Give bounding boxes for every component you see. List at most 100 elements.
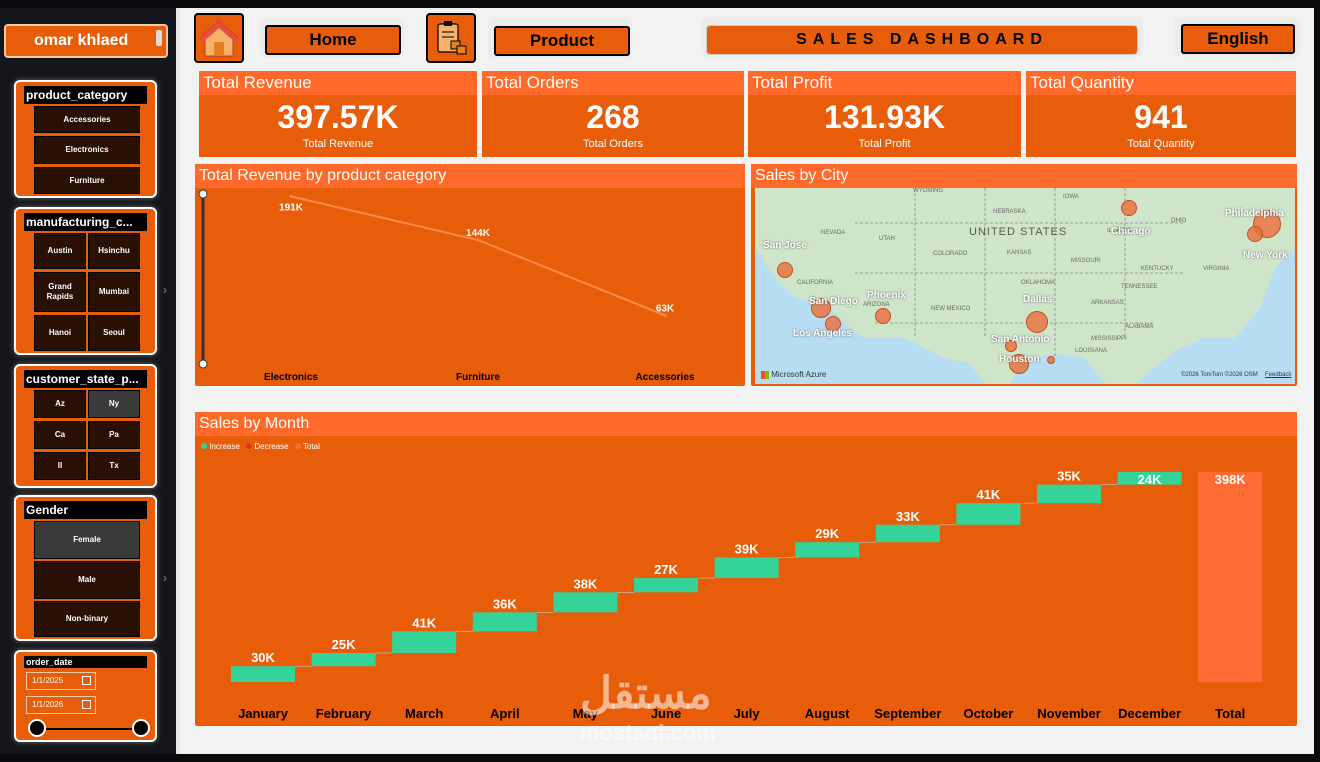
kpi-label: Total Revenue	[302, 138, 374, 150]
waterfall-bar[interactable]	[311, 652, 376, 667]
legend-dot-total	[294, 443, 301, 449]
attribution-text: Microsoft Azure	[771, 370, 827, 379]
zoom-slider-bottom-handle[interactable]	[198, 359, 208, 369]
waterfall-category-label: July	[734, 706, 761, 721]
slicer-item-hsinchu[interactable]: Hsinchu	[88, 233, 140, 269]
revenue-by-category-panel: Total Revenue by product category 191K El…	[194, 163, 746, 387]
city-bubble[interactable]	[875, 308, 891, 324]
slicer-item-electronics[interactable]: Electronics	[34, 136, 140, 164]
waterfall-data-label: 41K	[412, 615, 436, 630]
waterfall-bar[interactable]	[634, 578, 698, 593]
waterfall-data-label: 30K	[251, 650, 275, 665]
city-bubble[interactable]	[825, 316, 841, 332]
slicer-item-accessories[interactable]: Accessories	[34, 106, 140, 133]
user-box-scrollbar[interactable]	[156, 30, 162, 46]
product-button[interactable]: Product	[494, 26, 630, 56]
panel-title: Total Revenue by product category	[195, 164, 745, 188]
slicer-item-male[interactable]: Male	[34, 561, 140, 599]
slicer-item-ca[interactable]: Ca	[34, 421, 86, 449]
slicer-item-ny[interactable]: Ny	[88, 390, 140, 418]
slicer-item-austin[interactable]: Austin	[34, 233, 86, 269]
slicer-item-tx[interactable]: Tx	[88, 452, 140, 480]
user-name: omar khlaed	[34, 32, 129, 49]
watermark-arabic: مستقل	[580, 669, 712, 718]
revenue-point[interactable]	[289, 194, 293, 198]
user-name-box[interactable]: omar khlaed	[4, 24, 168, 58]
slicer-title: order_date	[24, 656, 147, 668]
home-button[interactable]: Home	[265, 25, 401, 55]
canvas-divider	[176, 8, 180, 754]
kpi-total-orders: Total Orders 268 Total Orders	[481, 70, 745, 158]
state-label: ILLINOIS	[1107, 228, 1132, 234]
report-canvas: Home Product SALES DASHBOARD English Tot…	[176, 8, 1314, 754]
city-bubble[interactable]	[1005, 340, 1017, 352]
slicer-item-pa[interactable]: Pa	[88, 421, 140, 449]
waterfall-bar[interactable]	[1117, 472, 1182, 485]
product-icon-button[interactable]	[426, 13, 476, 63]
start-date-input[interactable]: 1/1/2025	[26, 672, 96, 690]
clipboard-boxes-icon	[437, 21, 467, 55]
waterfall-category-label: August	[805, 706, 850, 721]
kpi-total-quantity: Total Quantity 941 Total Quantity	[1025, 70, 1297, 158]
revenue-category-label: Electronics	[264, 372, 318, 383]
state-label: VIRGINIA	[1203, 266, 1230, 272]
city-bubble[interactable]	[811, 298, 831, 318]
waterfall-data-label: 35K	[1057, 469, 1081, 484]
city-label-houston: Houston	[999, 354, 1040, 365]
revenue-data-label: 144K	[466, 228, 491, 239]
slicer-item-furniture[interactable]: Furniture	[34, 167, 140, 194]
slicer-item-grand-rapids[interactable]: Grand Rapids	[34, 272, 86, 312]
slicer-item-non-binary[interactable]: Non-binary	[34, 601, 140, 637]
language-button[interactable]: English	[1181, 24, 1295, 54]
city-bubble[interactable]	[1247, 226, 1263, 242]
sales-map[interactable]: WYOMING NEBRASKA IOWA NEVADA UTAH COLORA…	[755, 188, 1295, 384]
slicer-item-il[interactable]: Il	[34, 452, 86, 480]
date-range-track[interactable]	[36, 728, 142, 730]
state-label: WYOMING	[913, 188, 943, 194]
chevron-right-icon[interactable]: ›	[163, 283, 167, 297]
map-feedback-link[interactable]: Feedback	[1265, 372, 1292, 378]
state-label: MISSISSIPPI	[1091, 336, 1127, 342]
date-range-end-handle[interactable]	[132, 719, 150, 737]
waterfall-bar-total[interactable]	[1198, 472, 1263, 682]
waterfall-data-label: 29K	[815, 526, 839, 541]
waterfall-bar[interactable]	[231, 666, 295, 682]
city-bubble[interactable]	[1047, 356, 1055, 364]
zoom-slider-top-handle[interactable]	[198, 189, 208, 199]
kpi-title: Total Profit	[748, 71, 1021, 95]
waterfall-bar[interactable]	[795, 542, 860, 558]
city-bubble[interactable]	[1026, 311, 1048, 333]
state-label: LOUISIANA	[1075, 348, 1108, 354]
waterfall-bar[interactable]	[1037, 484, 1101, 504]
kpi-value: 131.93K	[824, 99, 945, 135]
slicer-title: product_category	[24, 86, 147, 104]
revenue-category-label: Furniture	[456, 372, 500, 383]
waterfall-bar[interactable]	[875, 524, 940, 543]
waterfall-bar[interactable]	[714, 557, 779, 579]
date-range-start-handle[interactable]	[28, 719, 46, 737]
waterfall-bar[interactable]	[392, 631, 457, 653]
state-label: KENTUCKY	[1141, 266, 1174, 272]
slicer-item-female[interactable]: Female	[34, 521, 140, 559]
revenue-point[interactable]	[663, 313, 667, 317]
slicer-item-hanoi[interactable]: Hanoi	[34, 315, 86, 351]
waterfall-bar[interactable]	[956, 503, 1021, 525]
chevron-right-icon[interactable]: ›	[163, 571, 167, 585]
waterfall-bar[interactable]	[472, 612, 537, 632]
revenue-point[interactable]	[476, 238, 480, 242]
city-label-philadelphia: Philadelphia	[1225, 208, 1284, 219]
slicer-item-mumbai[interactable]: Mumbai	[88, 272, 140, 312]
revenue-data-label: 191K	[279, 202, 304, 213]
calendar-icon[interactable]	[82, 676, 91, 685]
waterfall-category-label: June	[651, 706, 681, 721]
city-bubble[interactable]	[777, 262, 793, 278]
home-icon-button[interactable]	[194, 13, 244, 63]
end-date-input[interactable]: 1/1/2026	[26, 696, 96, 714]
slicer-item-seoul[interactable]: Seoul	[88, 315, 140, 351]
slicer-item-az[interactable]: Az	[34, 390, 86, 418]
calendar-icon[interactable]	[82, 700, 91, 709]
city-bubble[interactable]	[1009, 354, 1029, 374]
city-bubble[interactable]	[1121, 200, 1137, 216]
waterfall-bar[interactable]	[553, 592, 618, 613]
kpi-value: 941	[1134, 99, 1188, 135]
